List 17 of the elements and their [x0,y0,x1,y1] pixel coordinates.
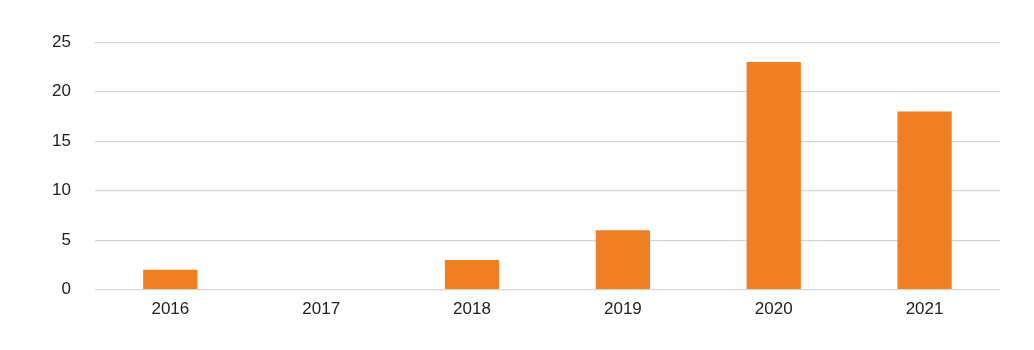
x-tick-label: 2016 [151,299,190,319]
x-tick-label: 2019 [603,299,642,319]
y-tick-label: 5 [61,229,71,249]
x-tick-label: 2021 [905,299,944,319]
y-tick-label: 10 [51,180,71,200]
y-tick-label: 0 [61,279,71,299]
x-tick-label: 2018 [453,299,491,319]
x-tick-label: 2017 [302,299,341,319]
y-tick-label: 15 [51,130,71,150]
bar [595,230,651,289]
x-tick-label: 2020 [754,299,793,319]
y-tick-label: 20 [51,81,71,101]
bar [444,259,500,289]
bar [746,61,801,289]
bar [143,269,198,289]
bar [897,111,952,289]
y-tick-label: 25 [51,31,71,51]
